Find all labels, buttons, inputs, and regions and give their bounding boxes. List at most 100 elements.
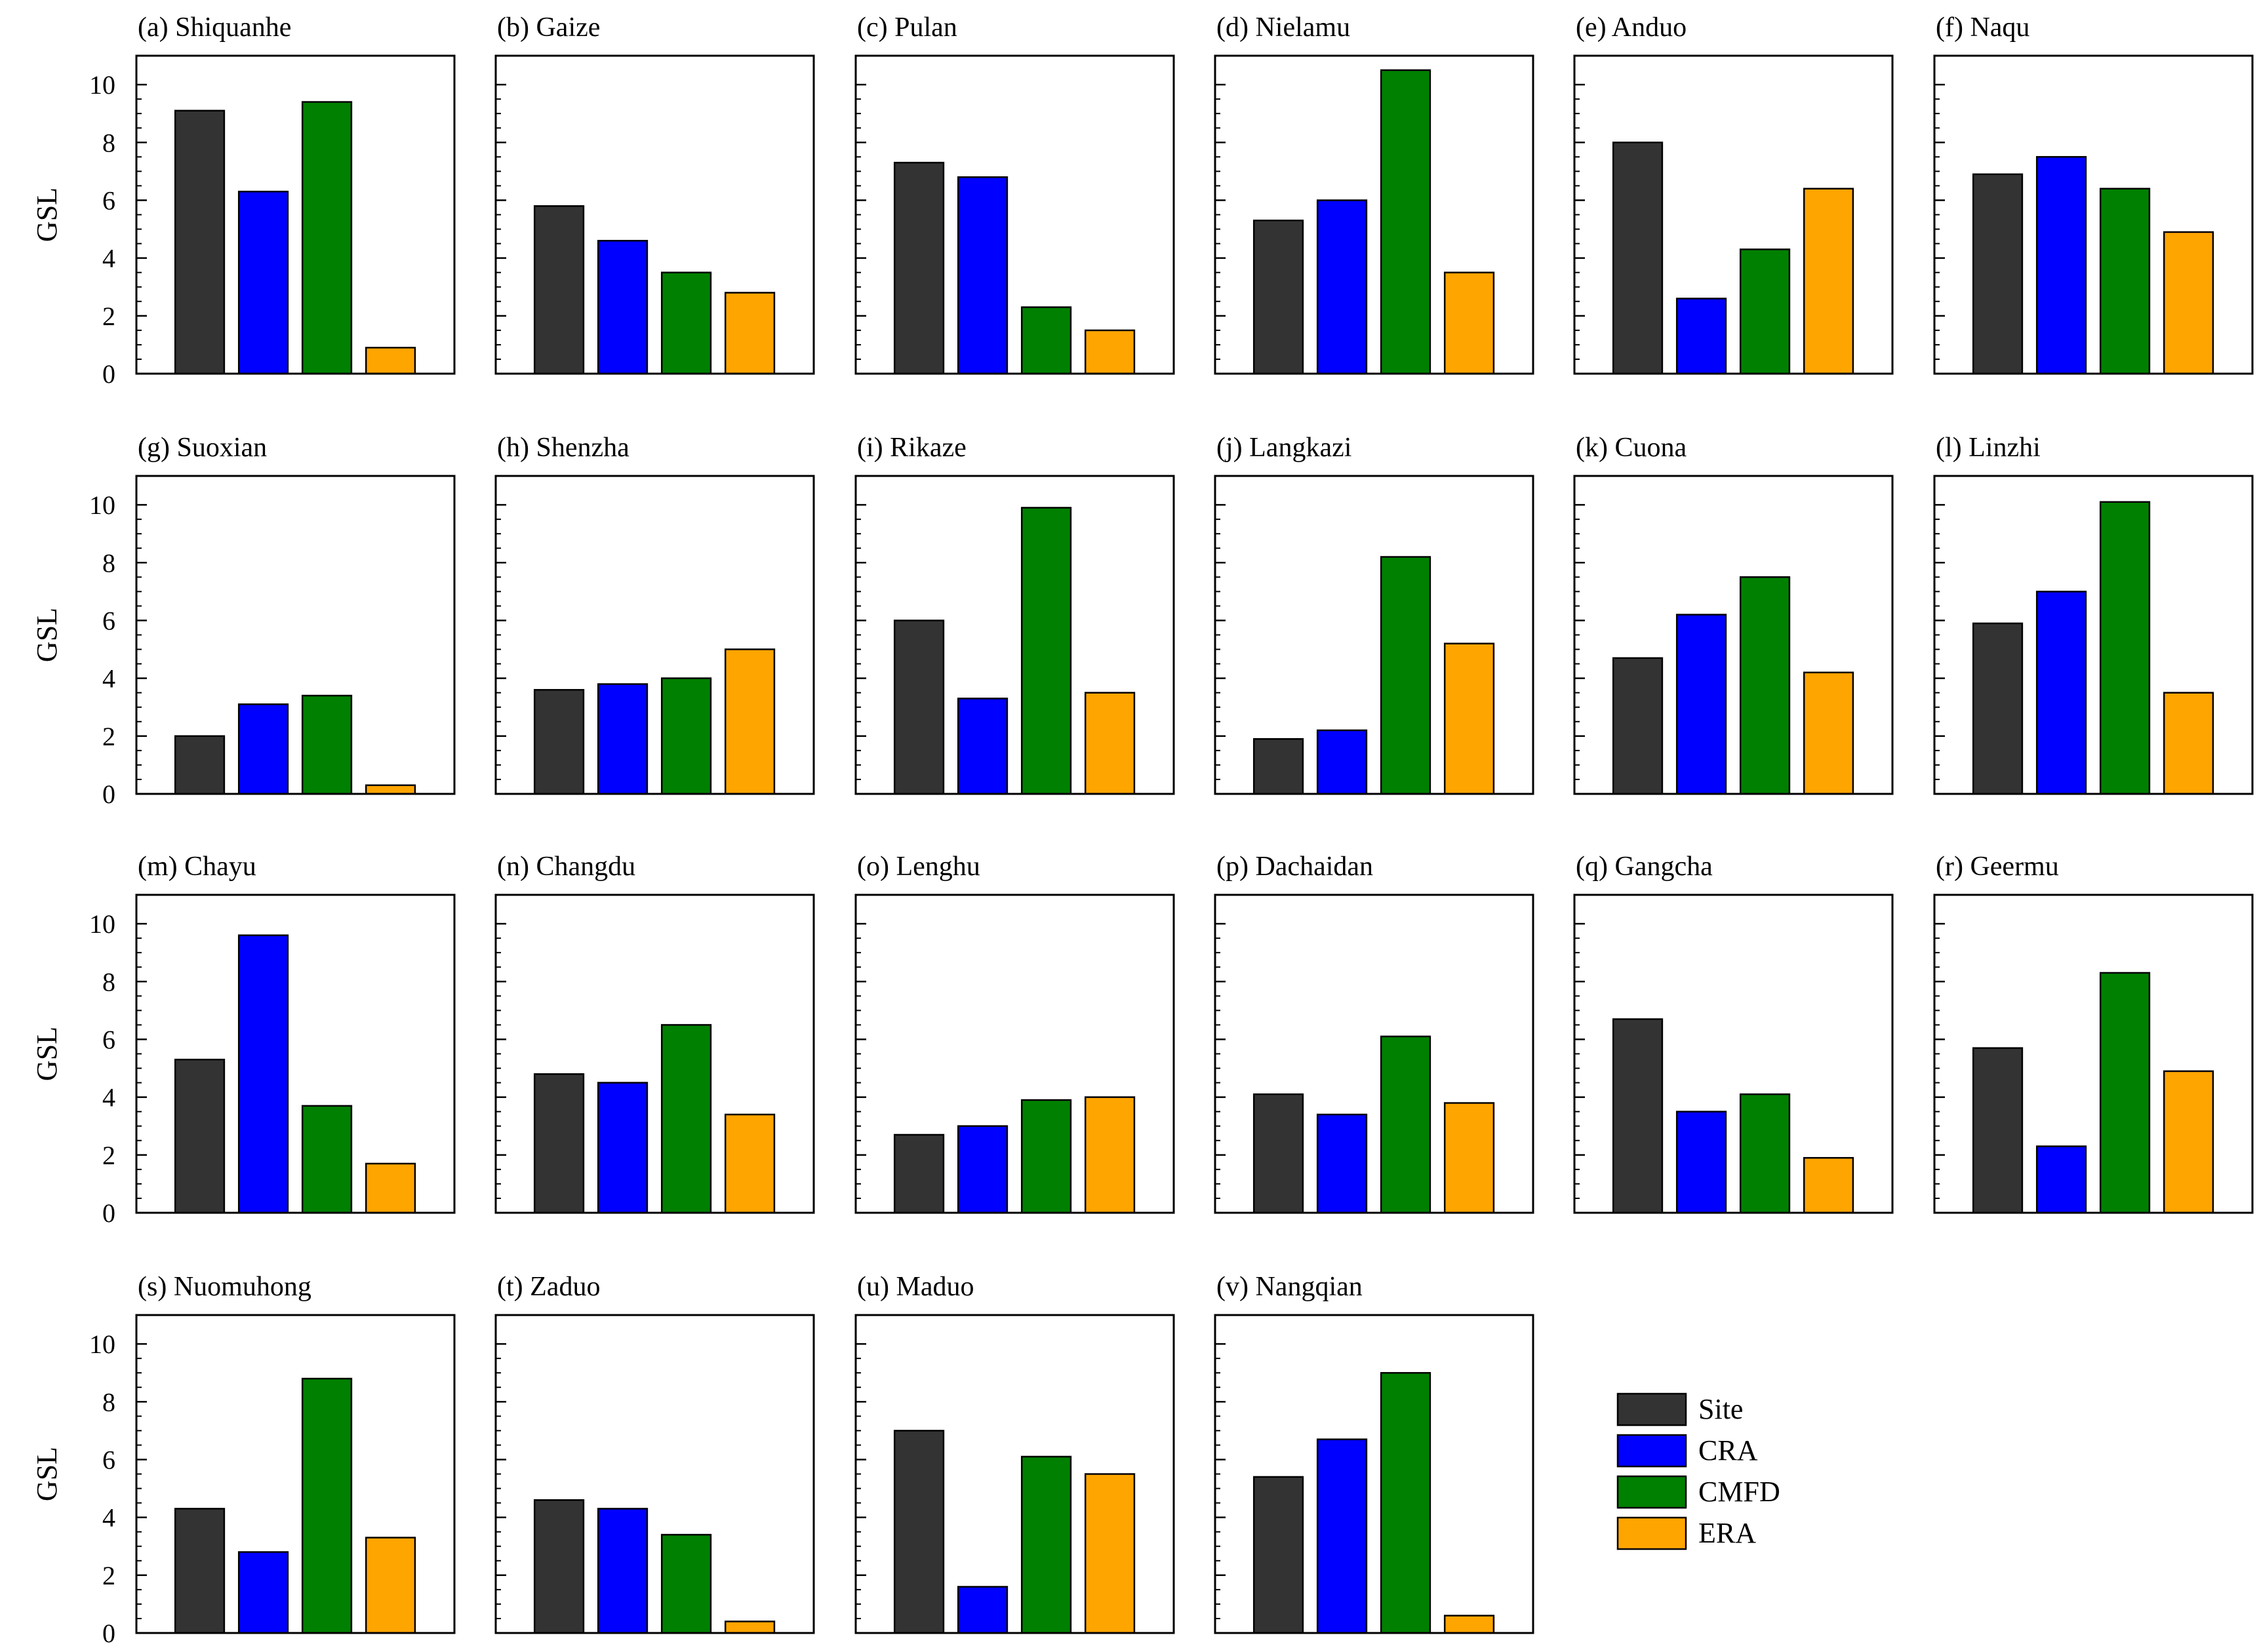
panel-19: (s) Nuomuhong 0 2 4 6 8 10 GSL [31,1272,456,1648]
bar-cra [237,934,289,1214]
bar-cra [1316,1113,1368,1214]
y-tick-label: 8 [102,548,115,578]
bar-site [174,1508,226,1634]
y-tick-label: 8 [102,967,115,996]
bar-cra [1316,1438,1368,1634]
bar-era [1803,671,1854,795]
panel-8: (h) Shenzha [494,433,815,795]
panel-title: (k) Cuona [1576,433,1687,463]
bar-cra [957,176,1009,375]
bar-cmfd [2099,972,2151,1214]
panel-title: (l) Linzhi [1936,433,2041,463]
bar-cmfd [1020,507,1072,795]
bar-cra [2035,156,2087,375]
panel-18: (r) Geermu [1933,852,2254,1214]
panel-title: (b) Gaize [497,12,600,43]
y-axis-label: GSL [31,187,63,242]
bar-site [1252,1093,1304,1214]
panel-7: (g) Suoxian 0 2 4 6 8 10 GSL [31,433,456,809]
bar-cmfd [1380,556,1431,795]
legend-item-era: ERA [1616,1516,1756,1550]
bar-cmfd [660,1024,712,1214]
bar-cmfd [1739,576,1791,795]
y-tick-label: 4 [102,1503,115,1533]
panel-title: (t) Zaduo [497,1272,600,1302]
bar-cra [597,1082,649,1214]
bar-cmfd [2099,187,2151,375]
legend-label: CMFD [1698,1476,1780,1508]
y-tick-label: 2 [102,722,115,751]
y-tick-label: 0 [102,1619,115,1648]
panel-title: (s) Nuomuhong [138,1272,311,1302]
panel-4: (d) Nielamu [1214,12,1534,375]
panel-title: (g) Suoxian [138,433,267,463]
panel-title: (f) Naqu [1936,12,2029,43]
bar-site [1252,1476,1304,1634]
bar-era [365,1162,416,1214]
bar-site [1972,173,2024,375]
bar-era [1803,187,1854,375]
panel-6: (f) Naqu [1933,12,2254,375]
bar-site [893,1133,945,1214]
panel-title: (i) Rikaze [857,433,967,463]
bar-cra [1675,614,1727,795]
bar-cra [2035,1145,2087,1214]
panel-title: (d) Nielamu [1216,12,1350,43]
y-tick-label: 4 [102,1083,115,1112]
panel-22: (v) Nangqian [1214,1272,1534,1634]
bar-site [533,1499,585,1634]
bar-cra [1316,199,1368,375]
y-tick-label: 10 [89,909,115,939]
legend-item-cra: CRA [1616,1434,1758,1468]
bar-site [1252,738,1304,795]
y-tick-label: 8 [102,1387,115,1417]
bar-era [2163,1070,2214,1214]
bar-site [174,1059,226,1214]
bar-cra [957,1125,1009,1214]
bar-cmfd [2099,501,2151,795]
y-tick-label: 0 [102,779,115,809]
y-tick-label: 2 [102,302,115,331]
panel-15: (o) Lenghu [854,852,1175,1214]
y-axis-label: GSL [31,1027,63,1081]
panel-title: (m) Chayu [138,852,256,882]
bar-site [1612,1018,1664,1214]
bar-cra [597,683,649,795]
panel-12: (l) Linzhi [1933,433,2254,795]
panel-13: (m) Chayu 0 2 4 6 8 10 GSL [31,852,456,1228]
bar-era [1084,692,1136,795]
bar-site [1972,622,2024,795]
bar-site [893,620,945,795]
bar-cra [1316,729,1368,795]
legend-item-cmfd: CMFD [1616,1475,1780,1509]
panel-11: (k) Cuona [1573,433,1894,795]
bar-cmfd [1020,1099,1072,1214]
bar-cra [957,698,1009,795]
bar-cra [237,190,289,375]
chart-panels: (a) Shiquanhe 0 2 4 6 8 10 GSL (b) Gaize (c) Pula… [31,12,2254,1648]
bar-cra [1675,1111,1727,1214]
bar-cra [237,1551,289,1634]
bar-cmfd [301,694,353,795]
panel-16: (p) Dachaidan [1214,852,1534,1214]
bar-cmfd [660,271,712,375]
y-tick-label: 0 [102,1198,115,1228]
legend-item-site: Site [1616,1392,1743,1426]
bar-era [1443,271,1495,375]
panel-14: (n) Changdu [494,852,815,1214]
bar-site [1252,220,1304,375]
bar-site [1612,657,1664,795]
panel-2: (b) Gaize [494,12,815,375]
y-tick-label: 8 [102,128,115,157]
panel-title: (p) Dachaidan [1216,852,1373,882]
bar-cra [1675,298,1727,375]
y-tick-label: 4 [102,244,115,273]
bar-era [1443,642,1495,795]
bar-site [533,1073,585,1214]
panel-title: (h) Shenzha [497,433,630,463]
bar-era [2163,692,2214,795]
bar-cmfd [301,1377,353,1634]
bar-cra [597,1508,649,1634]
panel-title: (v) Nangqian [1216,1272,1363,1302]
